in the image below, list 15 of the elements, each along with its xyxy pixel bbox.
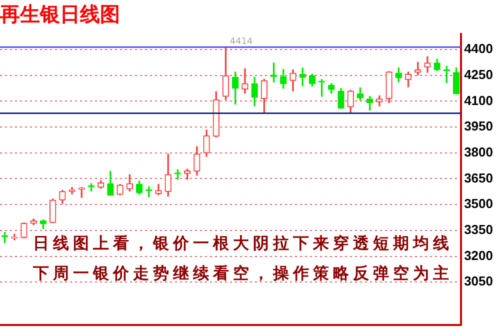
y-tick-label: 4100: [464, 92, 493, 108]
y-tick-label: 3950: [464, 118, 493, 134]
y-tick-label: 4400: [464, 41, 493, 56]
y-tick-label: 3200: [464, 248, 493, 263]
y-tick-label: 3050: [464, 274, 493, 289]
y-tick-label: 3650: [464, 170, 493, 186]
y-tick-label: 3800: [464, 144, 493, 160]
y-tick-label: 3350: [464, 222, 493, 238]
candlestick: [242, 68, 248, 94]
chart-title: 再生银日线图: [0, 2, 120, 26]
annotation: 4414: [230, 36, 253, 47]
y-tick-label: 3500: [464, 196, 493, 212]
y-tick-label: 4250: [464, 66, 493, 82]
annotation: 下周一银价走势继续看空，操作策略反弹空为主: [32, 263, 454, 282]
annotation: 日线图上看，银价一根大阴拉下来穿透短期均线: [33, 233, 454, 252]
